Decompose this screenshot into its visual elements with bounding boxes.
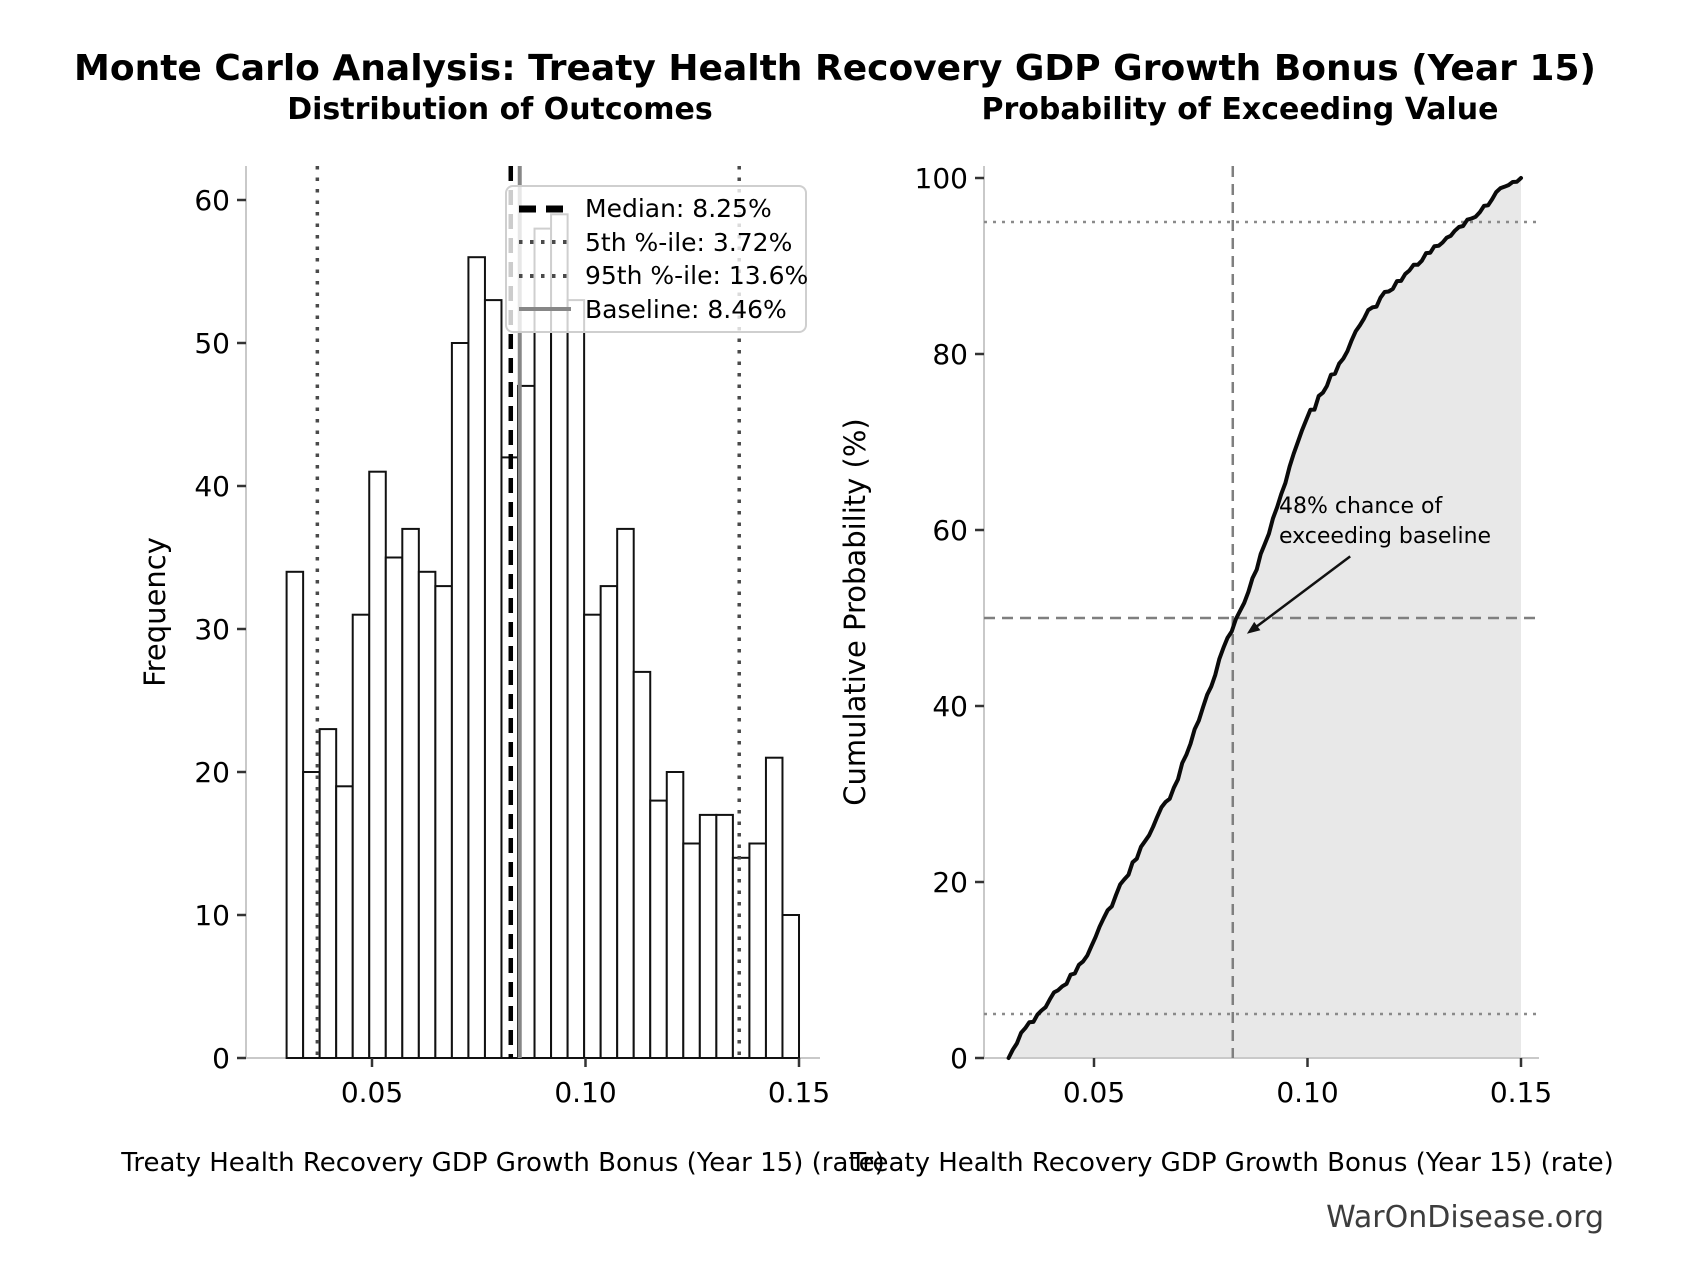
legend-item-median: Median: 8.25% bbox=[517, 192, 795, 226]
legend-label-median: Median: 8.25% bbox=[585, 194, 772, 224]
histogram-bar bbox=[533, 227, 553, 1060]
legend-label-p5: 5th %-ile: 3.72% bbox=[585, 227, 793, 257]
y-tick-label: 0 bbox=[950, 1042, 968, 1075]
histogram-bar bbox=[599, 585, 619, 1059]
right-x-axis-label: Treaty Health Recovery GDP Growth Bonus … bbox=[850, 1148, 1614, 1178]
y-tick-label: 0 bbox=[212, 1042, 230, 1075]
x-tick-label: 0.05 bbox=[1063, 1076, 1125, 1109]
histogram-bar bbox=[583, 613, 602, 1059]
histogram-bar bbox=[483, 299, 503, 1060]
annotation-arrow-line bbox=[1251, 555, 1351, 631]
histogram-bar bbox=[318, 728, 338, 1059]
p95-dotted-line-icon bbox=[519, 273, 571, 278]
left-y-axis-label: Frequency bbox=[138, 537, 172, 687]
legend-item-p5: 5th %-ile: 3.72% bbox=[517, 226, 795, 260]
histogram-bar bbox=[616, 527, 635, 1059]
histogram-bar bbox=[401, 527, 420, 1059]
y-tick-label: 60 bbox=[932, 514, 968, 547]
y-tick-label: 80 bbox=[932, 338, 968, 371]
histogram-bar bbox=[450, 342, 470, 1059]
x-tick-label: 0.05 bbox=[341, 1076, 403, 1109]
x-tick-label: 0.15 bbox=[1490, 1076, 1552, 1109]
left-chart-title: Distribution of Outcomes bbox=[287, 92, 713, 127]
histogram-bar bbox=[649, 799, 668, 1059]
histogram-bar bbox=[434, 585, 453, 1059]
histogram-bar bbox=[417, 570, 437, 1059]
cdf-curve bbox=[1006, 176, 1523, 1060]
histogram-bar bbox=[351, 613, 371, 1059]
y-tick-label: 40 bbox=[194, 470, 230, 503]
histogram-bar bbox=[550, 213, 569, 1060]
y-tick-label: 40 bbox=[932, 690, 968, 723]
y-tick-label: 20 bbox=[932, 866, 968, 899]
y-tick-label: 10 bbox=[194, 899, 230, 932]
legend-label-p95: 95th %-ile: 13.6% bbox=[585, 261, 809, 291]
histogram-bar bbox=[682, 842, 701, 1059]
histogram-bar bbox=[335, 785, 354, 1059]
histogram-bar bbox=[764, 756, 784, 1059]
y-tick-label: 20 bbox=[194, 756, 230, 789]
histogram-bar bbox=[285, 570, 305, 1059]
histogram-bar bbox=[384, 556, 404, 1059]
annotation-arrow-head bbox=[1246, 621, 1261, 634]
histogram-bar bbox=[368, 470, 387, 1059]
y-tick-label: 100 bbox=[915, 162, 968, 195]
y-tick-label: 50 bbox=[194, 327, 230, 360]
right-y-axis-label: Cumulative Probability (%) bbox=[838, 418, 872, 806]
x-tick-label: 0.10 bbox=[554, 1076, 616, 1109]
histogram-bar bbox=[467, 256, 486, 1059]
y-tick-label: 60 bbox=[194, 184, 230, 217]
median-dashed-line-icon bbox=[519, 205, 571, 213]
histogram-bar bbox=[632, 670, 652, 1060]
right-chart-title: Probability of Exceeding Value bbox=[981, 92, 1499, 127]
cdf-annotation: 48% chance of exceeding baseline bbox=[1279, 492, 1491, 552]
legend-item-p95: 95th %-ile: 13.6% bbox=[517, 259, 808, 293]
legend-item-baseline: Baseline: 8.46% bbox=[517, 293, 795, 327]
x-tick-label: 0.10 bbox=[1276, 1076, 1338, 1109]
figure-title: Monte Carlo Analysis: Treaty Health Reco… bbox=[74, 48, 1596, 89]
histogram-bar bbox=[665, 771, 685, 1059]
legend-label-baseline: Baseline: 8.46% bbox=[585, 294, 787, 324]
legend: Median: 8.25% 5th %-ile: 3.72% 95th %-il… bbox=[505, 185, 808, 333]
p5-dotted-line-icon bbox=[519, 240, 571, 245]
x-tick-label: 0.15 bbox=[768, 1076, 830, 1109]
y-tick-label: 30 bbox=[194, 613, 230, 646]
watermark: WarOnDisease.org bbox=[1326, 1200, 1604, 1235]
baseline-solid-line-icon bbox=[519, 307, 571, 312]
histogram-bar bbox=[566, 299, 586, 1060]
left-x-axis-label: Treaty Health Recovery GDP Growth Bonus … bbox=[121, 1148, 885, 1178]
histogram-bar bbox=[748, 842, 767, 1059]
histogram-bar bbox=[731, 856, 751, 1059]
cdf-annotation-line1: 48% chance of bbox=[1279, 494, 1443, 519]
histogram-bar bbox=[698, 813, 718, 1060]
histogram-bar bbox=[715, 813, 734, 1060]
cdf-annotation-line2: exceeding baseline bbox=[1279, 524, 1492, 549]
histogram-bar bbox=[781, 914, 801, 1059]
